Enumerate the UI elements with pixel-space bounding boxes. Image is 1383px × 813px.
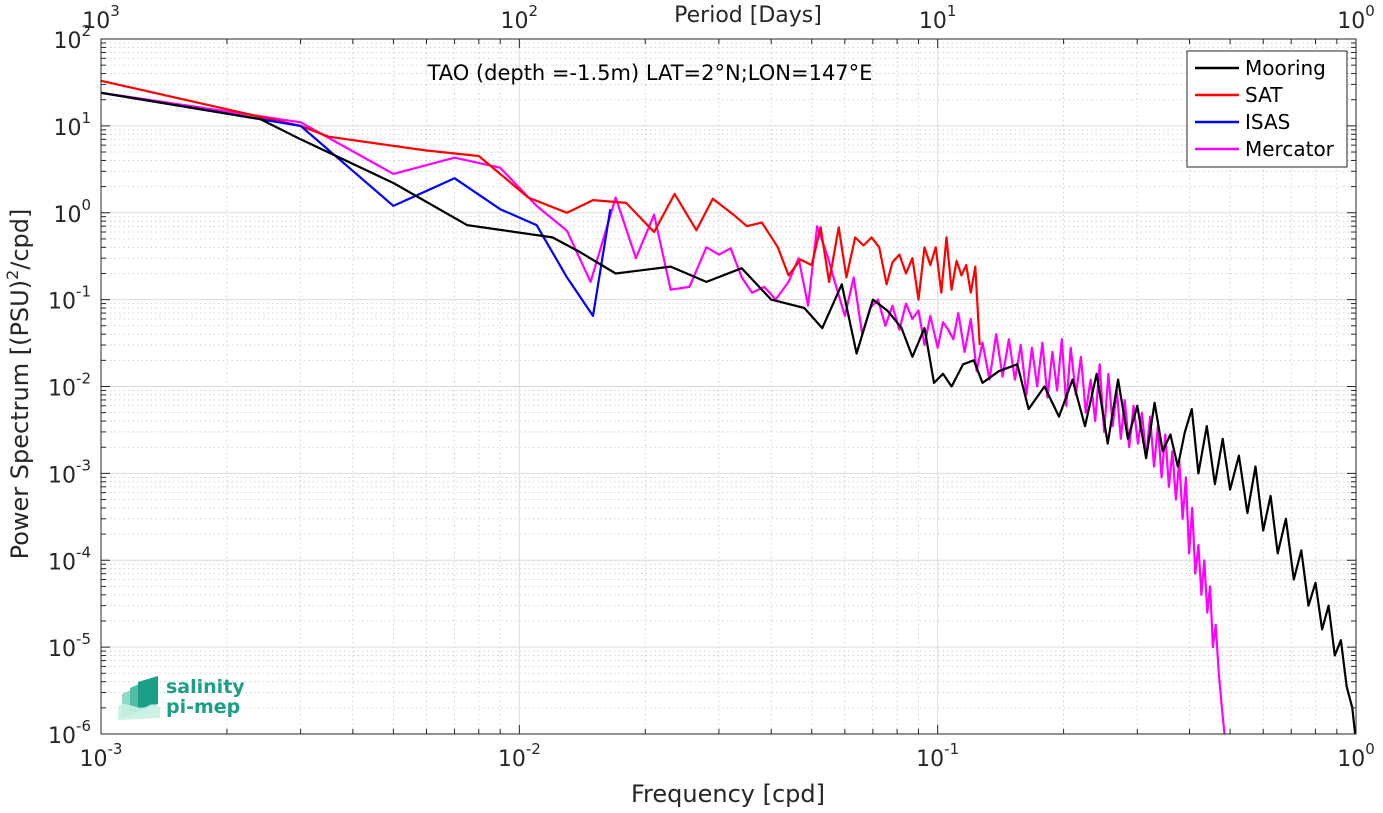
- y-axis-title: Power Spectrum [(PSU)2/cpd]: [3, 209, 34, 560]
- x-tick-label-exp: 0: [1365, 740, 1375, 758]
- y-tick-label-exp: -2: [76, 370, 91, 388]
- y-tick-label: 102: [53, 22, 91, 54]
- series-layer: [101, 79, 1356, 734]
- chart-title: TAO (depth =-1.5m) LAT=2°N;LON=147°E: [427, 61, 873, 85]
- top-x-tick-label-exp: 0: [1365, 2, 1375, 20]
- y-tick-label-base: 10: [48, 290, 76, 315]
- y-tick-label-base: 10: [48, 550, 76, 575]
- y-tick-label-exp: 1: [81, 109, 91, 127]
- y-tick-label-base: 10: [48, 463, 76, 488]
- y-tick-label: 10-6: [48, 717, 91, 749]
- legend: Mooring SAT ISAS Mercator: [1186, 50, 1348, 168]
- y-tick-label-base: 10: [53, 116, 81, 141]
- legend-label-isas: ISAS: [1245, 110, 1290, 134]
- series-line-isas: [101, 91, 612, 317]
- top-x-tick-label: 101: [919, 2, 957, 34]
- x-tick-label-base: 10: [1337, 747, 1365, 772]
- y-tick-label-exp: -1: [76, 283, 91, 301]
- logo-text-line1: salinity: [166, 676, 245, 698]
- top-x-tick-label: 102: [501, 2, 539, 34]
- y-tick-label: 10-3: [48, 456, 91, 488]
- series-line-sat: [101, 79, 981, 346]
- top-x-axis-title: Period [Days]: [674, 3, 822, 28]
- legend-label-sat: SAT: [1245, 83, 1283, 107]
- y-tick-label: 10-4: [48, 543, 91, 575]
- series-line-mercator: [101, 91, 1226, 734]
- x-axis-title: Frequency [cpd]: [631, 780, 825, 808]
- top-x-tick-label-base: 10: [919, 9, 947, 34]
- y-tick-label-exp: 2: [81, 22, 91, 40]
- y-tick-label-base: 10: [48, 377, 76, 402]
- legend-label-mercator: Mercator: [1245, 137, 1335, 161]
- series-line-mooring: [101, 91, 1356, 734]
- y-tick-label-exp: -6: [76, 717, 91, 735]
- x-tick-label-exp: -2: [526, 740, 541, 758]
- salinity-pi-mep-logo: salinity pi-mep: [118, 676, 245, 720]
- legend-box: [1186, 50, 1348, 168]
- top-x-tick-label-base: 10: [1337, 9, 1365, 34]
- x-tick-label-base: 10: [80, 747, 108, 772]
- y-tick-label: 10-5: [48, 630, 91, 662]
- x-tick-label: 100: [1337, 740, 1375, 772]
- y-tick-label-exp: 0: [81, 196, 91, 214]
- y-tick-label-base: 10: [48, 637, 76, 662]
- y-tick-label-base: 10: [53, 29, 81, 54]
- y-tick-label: 101: [53, 109, 91, 141]
- ticks: [100, 38, 1357, 735]
- y-tick-label-base: 10: [48, 724, 76, 749]
- x-tick-label: 10-3: [80, 740, 123, 772]
- y-axis-title-tail: /cpd]: [6, 209, 34, 270]
- logo-mark-icon: [118, 676, 160, 720]
- x-tick-label-base: 10: [916, 747, 944, 772]
- x-tick-label-exp: -3: [108, 740, 123, 758]
- y-tick-label: 100: [53, 196, 91, 228]
- top-x-tick-label: 100: [1337, 2, 1375, 34]
- logo-text-line2: pi-mep: [166, 696, 240, 718]
- y-axis-title-exp: 2: [3, 270, 22, 280]
- y-tick-label-exp: -4: [76, 543, 91, 561]
- y-axis-title-main: Power Spectrum [(PSU): [6, 280, 34, 559]
- top-x-tick-label-exp: 3: [110, 2, 120, 20]
- top-x-tick-label-exp: 1: [947, 2, 957, 20]
- x-tick-label: 10-1: [916, 740, 959, 772]
- top-x-tick-label-base: 10: [501, 9, 529, 34]
- top-x-tick-label: 103: [82, 2, 120, 34]
- legend-label-mooring: Mooring: [1245, 56, 1326, 80]
- top-x-tick-label-base: 10: [82, 9, 110, 34]
- x-tick-label: 10-2: [498, 740, 541, 772]
- y-tick-label: 10-1: [48, 283, 91, 315]
- x-tick-label-base: 10: [498, 747, 526, 772]
- y-tick-label-exp: -3: [76, 456, 91, 474]
- top-x-tick-label-exp: 2: [529, 2, 539, 20]
- y-tick-label: 10-2: [48, 370, 91, 402]
- x-tick-label-exp: -1: [944, 740, 959, 758]
- y-tick-label-base: 10: [53, 203, 81, 228]
- y-tick-label-exp: -5: [76, 630, 91, 648]
